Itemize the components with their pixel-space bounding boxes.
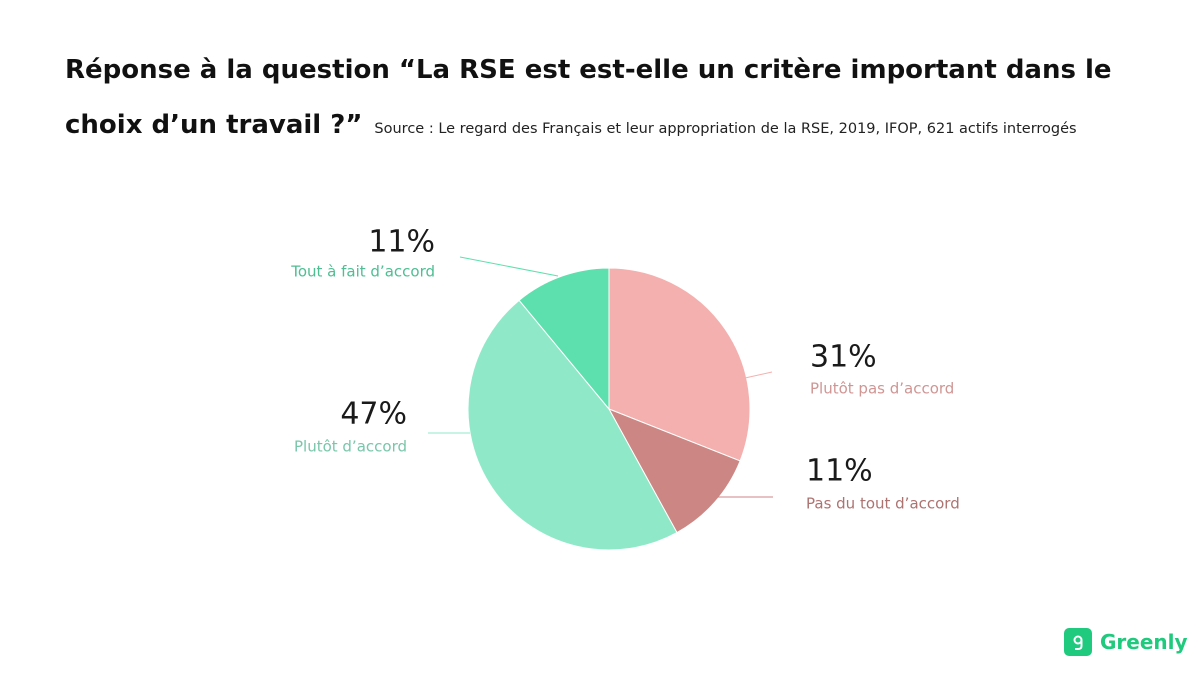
legend-label: Tout à fait d’accord bbox=[290, 263, 435, 281]
brand-name: Greenly bbox=[1100, 630, 1188, 654]
legend-label: Plutôt d’accord bbox=[294, 438, 407, 456]
data-label: 11% bbox=[368, 225, 435, 260]
leader-line bbox=[744, 371, 773, 379]
legend-label: Pas du tout d’accord bbox=[806, 495, 960, 513]
legend-label: Plutôt pas d’accord bbox=[810, 380, 954, 398]
leader-line bbox=[459, 256, 559, 277]
header: Réponse à la question “La RSE est est-el… bbox=[65, 44, 1135, 155]
brand-icon bbox=[1064, 628, 1092, 656]
pie-slice bbox=[608, 267, 751, 462]
data-label: 47% bbox=[340, 397, 407, 432]
chart-subtitle: Source : Le regard des Français et leur … bbox=[374, 121, 1077, 137]
data-label: 31% bbox=[810, 340, 877, 375]
pie-slice bbox=[467, 299, 678, 551]
chart-title: Réponse à la question “La RSE est est-el… bbox=[65, 55, 1112, 140]
pie-slice bbox=[518, 267, 610, 411]
brand: Greenly bbox=[1064, 628, 1188, 656]
pie-slice bbox=[607, 408, 741, 534]
data-label: 11% bbox=[806, 454, 873, 489]
